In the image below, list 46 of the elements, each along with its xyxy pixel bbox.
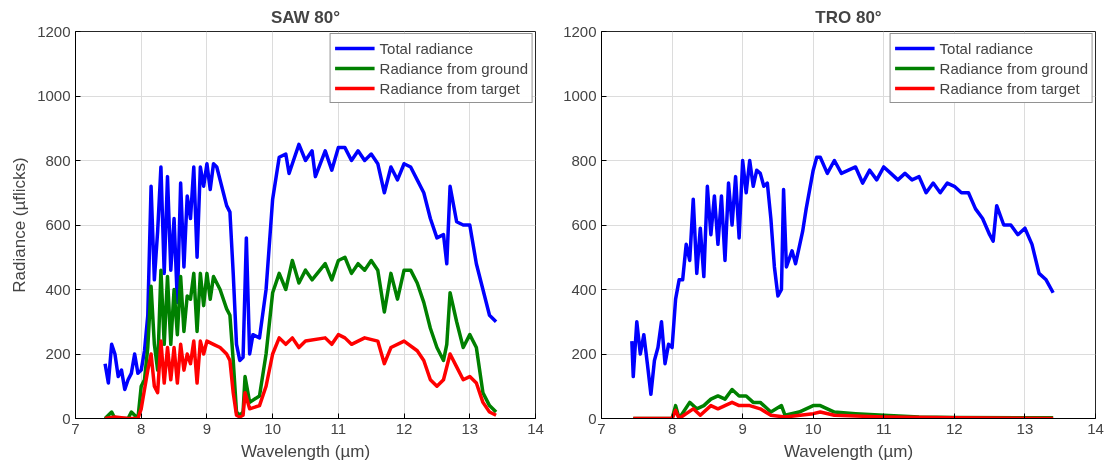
x-axis-title: Wavelength (µm) — [240, 441, 371, 461]
y-tick-label: 1200 — [37, 22, 71, 40]
x-tick-label: 7 — [71, 419, 80, 437]
x-tick-label: 12 — [395, 419, 413, 437]
legend-label: Total radiance — [379, 39, 473, 57]
x-tick-label: 13 — [1016, 419, 1034, 437]
y-tick-label: 400 — [571, 280, 597, 298]
y-tick-label: 200 — [45, 345, 71, 362]
legend-label: Radiance from target — [379, 79, 520, 97]
chart-title: SAW 80° — [270, 7, 341, 27]
x-tick-label: 12 — [946, 419, 963, 437]
y-tick-label: 1000 — [563, 87, 597, 104]
legend-label: Total radiance — [939, 39, 1033, 57]
y-tick-label: 400 — [45, 280, 71, 298]
legend-label: Radiance from ground — [379, 59, 528, 77]
x-tick-label: 8 — [137, 419, 146, 437]
x-tick-label: 11 — [876, 419, 892, 437]
y-tick-label: 600 — [45, 216, 71, 233]
x-tick-label: 7 — [597, 419, 606, 437]
x-tick-label: 14 — [527, 419, 544, 437]
line-series — [631, 400, 1055, 419]
y-tick-label: 0 — [62, 409, 71, 427]
x-tick-label: 9 — [738, 419, 747, 437]
y-tick-label: 200 — [571, 345, 597, 362]
y-axis-title: Radiance (µflicks) — [10, 157, 30, 293]
line-series — [103, 332, 498, 419]
x-tick-label: 14 — [1087, 419, 1104, 437]
y-tick-label: 1200 — [563, 22, 597, 40]
legend-label: Radiance from ground — [939, 59, 1088, 77]
line-series — [630, 155, 1055, 397]
x-tick-label: 8 — [667, 419, 677, 437]
x-tick-label: 13 — [461, 419, 479, 437]
x-tick-label: 10 — [804, 419, 822, 437]
chart-title: TRO 80° — [815, 7, 882, 27]
y-tick-label: 600 — [571, 216, 597, 233]
y-tick-label: 1000 — [37, 87, 71, 104]
line-series — [103, 142, 498, 392]
x-tick-label: 9 — [202, 419, 212, 437]
y-tick-label: 0 — [588, 409, 597, 427]
y-tick-label: 800 — [45, 151, 71, 169]
line-series — [103, 255, 498, 419]
legend-label: Radiance from target — [939, 79, 1080, 97]
x-axis-title: Wavelength (µm) — [783, 441, 914, 461]
y-tick-label: 800 — [571, 151, 597, 169]
x-tick-label: 11 — [330, 419, 347, 437]
x-tick-label: 10 — [264, 419, 281, 437]
